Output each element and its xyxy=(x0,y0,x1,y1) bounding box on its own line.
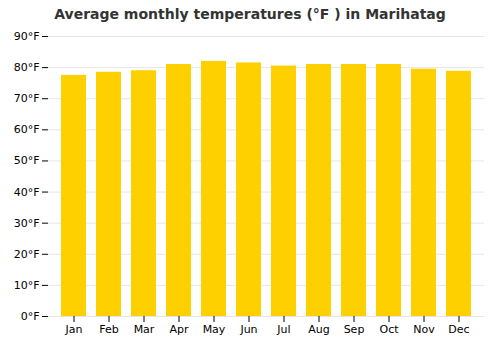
svg-text:Sep: Sep xyxy=(344,323,365,336)
svg-text:Aug: Aug xyxy=(308,323,329,336)
svg-text:May: May xyxy=(203,323,226,336)
svg-text:40°F: 40°F xyxy=(14,186,40,199)
svg-text:Mar: Mar xyxy=(134,323,155,336)
svg-text:Apr: Apr xyxy=(169,323,189,336)
svg-text:Jun: Jun xyxy=(239,323,257,336)
svg-text:Dec: Dec xyxy=(448,323,469,336)
svg-text:10°F: 10°F xyxy=(14,279,40,292)
svg-text:Jan: Jan xyxy=(65,323,83,336)
svg-text:Nov: Nov xyxy=(413,323,435,336)
svg-text:70°F: 70°F xyxy=(14,92,40,105)
svg-text:90°F: 90°F xyxy=(14,30,40,43)
html-text:Average monthly temperatures (: Average monthly temperatures (°F ) in Ma… xyxy=(54,6,446,22)
svg-text:30°F: 30°F xyxy=(14,217,40,230)
svg-text:60°F: 60°F xyxy=(14,123,40,136)
svg-text:Feb: Feb xyxy=(99,323,118,336)
svg-text:20°F: 20°F xyxy=(14,248,40,261)
svg-text:Jul: Jul xyxy=(276,323,290,336)
svg-text:0°F: 0°F xyxy=(21,310,40,323)
svg-text:80°F: 80°F xyxy=(14,61,40,74)
svg-text:Oct: Oct xyxy=(379,323,399,336)
svg-text:50°F: 50°F xyxy=(14,154,40,167)
